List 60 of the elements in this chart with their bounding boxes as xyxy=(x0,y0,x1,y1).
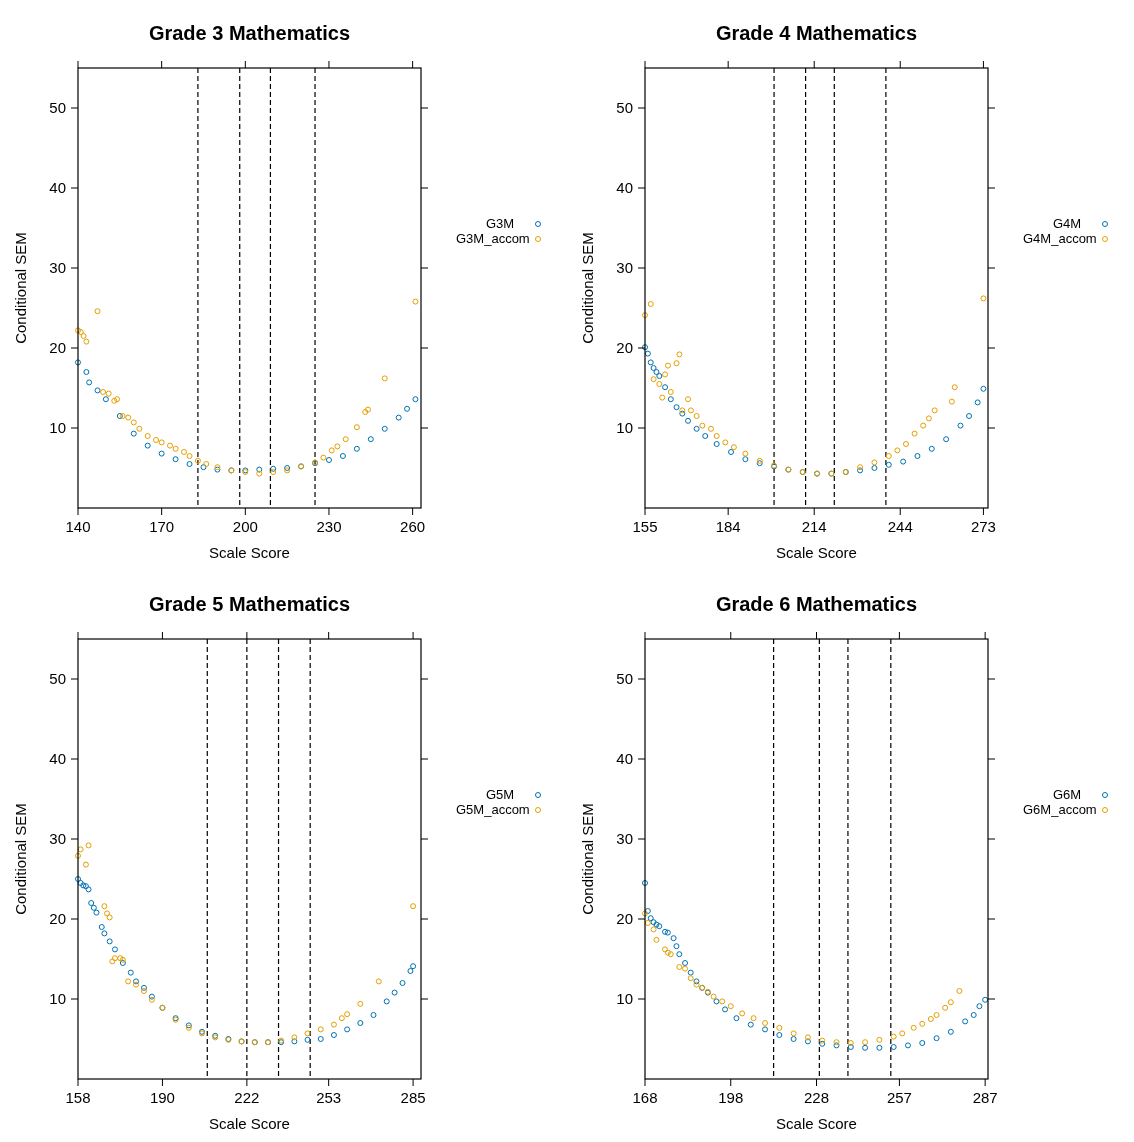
x-tick-label: 285 xyxy=(400,1089,426,1106)
y-tick-label: 50 xyxy=(49,670,66,687)
legend-label: G5M xyxy=(486,787,515,802)
x-tick-label: 228 xyxy=(803,1089,830,1106)
x-tick-label: 200 xyxy=(232,518,258,535)
x-tick-label: 287 xyxy=(972,1089,998,1106)
legend-label: G4M_accom xyxy=(1023,231,1097,246)
y-tick-label: 50 xyxy=(49,99,66,116)
y-tick-label: 20 xyxy=(616,910,633,927)
legend-label: G5M_accom xyxy=(456,802,530,817)
x-tick-label: 158 xyxy=(65,1089,91,1106)
y-tick-label: 20 xyxy=(49,910,66,927)
y-axis-title: Conditional SEM xyxy=(579,232,596,344)
legend-label: G4M xyxy=(1053,216,1082,231)
x-tick-label: 198 xyxy=(718,1089,744,1106)
x-tick-label: 184 xyxy=(715,518,741,535)
y-tick-label: 20 xyxy=(616,339,633,356)
chart-title: Grade 5 Mathematics xyxy=(148,593,351,615)
x-tick-label: 168 xyxy=(632,1089,658,1106)
x-tick-label: 214 xyxy=(801,518,827,535)
y-tick-label: 40 xyxy=(49,750,66,767)
y-tick-label: 40 xyxy=(616,179,633,196)
x-axis-title: Scale Score xyxy=(776,1115,857,1132)
y-tick-label: 50 xyxy=(616,99,633,116)
y-axis-title: Conditional SEM xyxy=(12,232,29,344)
legend-label: G6M_accom xyxy=(1023,802,1097,817)
x-tick-label: 253 xyxy=(316,1089,342,1106)
y-tick-label: 10 xyxy=(49,419,66,436)
y-tick-label: 30 xyxy=(49,259,66,276)
x-tick-label: 140 xyxy=(65,518,91,535)
x-tick-label: 273 xyxy=(970,518,996,535)
y-tick-label: 10 xyxy=(616,990,633,1007)
x-axis-title: Scale Score xyxy=(209,1115,290,1132)
x-axis-title: Scale Score xyxy=(209,544,290,561)
y-tick-label: 30 xyxy=(616,830,633,847)
x-tick-label: 257 xyxy=(886,1089,912,1106)
chart-title: Grade 6 Mathematics xyxy=(715,593,918,615)
legend-label: G3M_accom xyxy=(456,231,530,246)
legend-label: G3M xyxy=(486,216,515,231)
x-tick-label: 222 xyxy=(234,1089,260,1106)
y-tick-label: 10 xyxy=(616,419,633,436)
y-tick-label: 10 xyxy=(49,990,66,1007)
y-axis-title: Conditional SEM xyxy=(12,803,29,915)
x-tick-label: 155 xyxy=(632,518,658,535)
x-tick-label: 244 xyxy=(887,518,913,535)
x-tick-label: 260 xyxy=(400,518,426,535)
chart-title: Grade 4 Mathematics xyxy=(715,22,918,44)
x-tick-label: 230 xyxy=(316,518,342,535)
y-tick-label: 30 xyxy=(616,259,633,276)
y-tick-label: 20 xyxy=(49,339,66,356)
x-tick-label: 170 xyxy=(149,518,175,535)
y-tick-label: 50 xyxy=(616,670,633,687)
x-tick-label: 190 xyxy=(149,1089,175,1106)
y-tick-label: 40 xyxy=(616,750,633,767)
y-axis-title: Conditional SEM xyxy=(579,803,596,915)
chart-title: Grade 3 Mathematics xyxy=(148,22,351,44)
y-tick-label: 40 xyxy=(49,179,66,196)
x-axis-title: Scale Score xyxy=(776,544,857,561)
legend-label: G6M xyxy=(1053,787,1082,802)
y-tick-label: 30 xyxy=(49,830,66,847)
